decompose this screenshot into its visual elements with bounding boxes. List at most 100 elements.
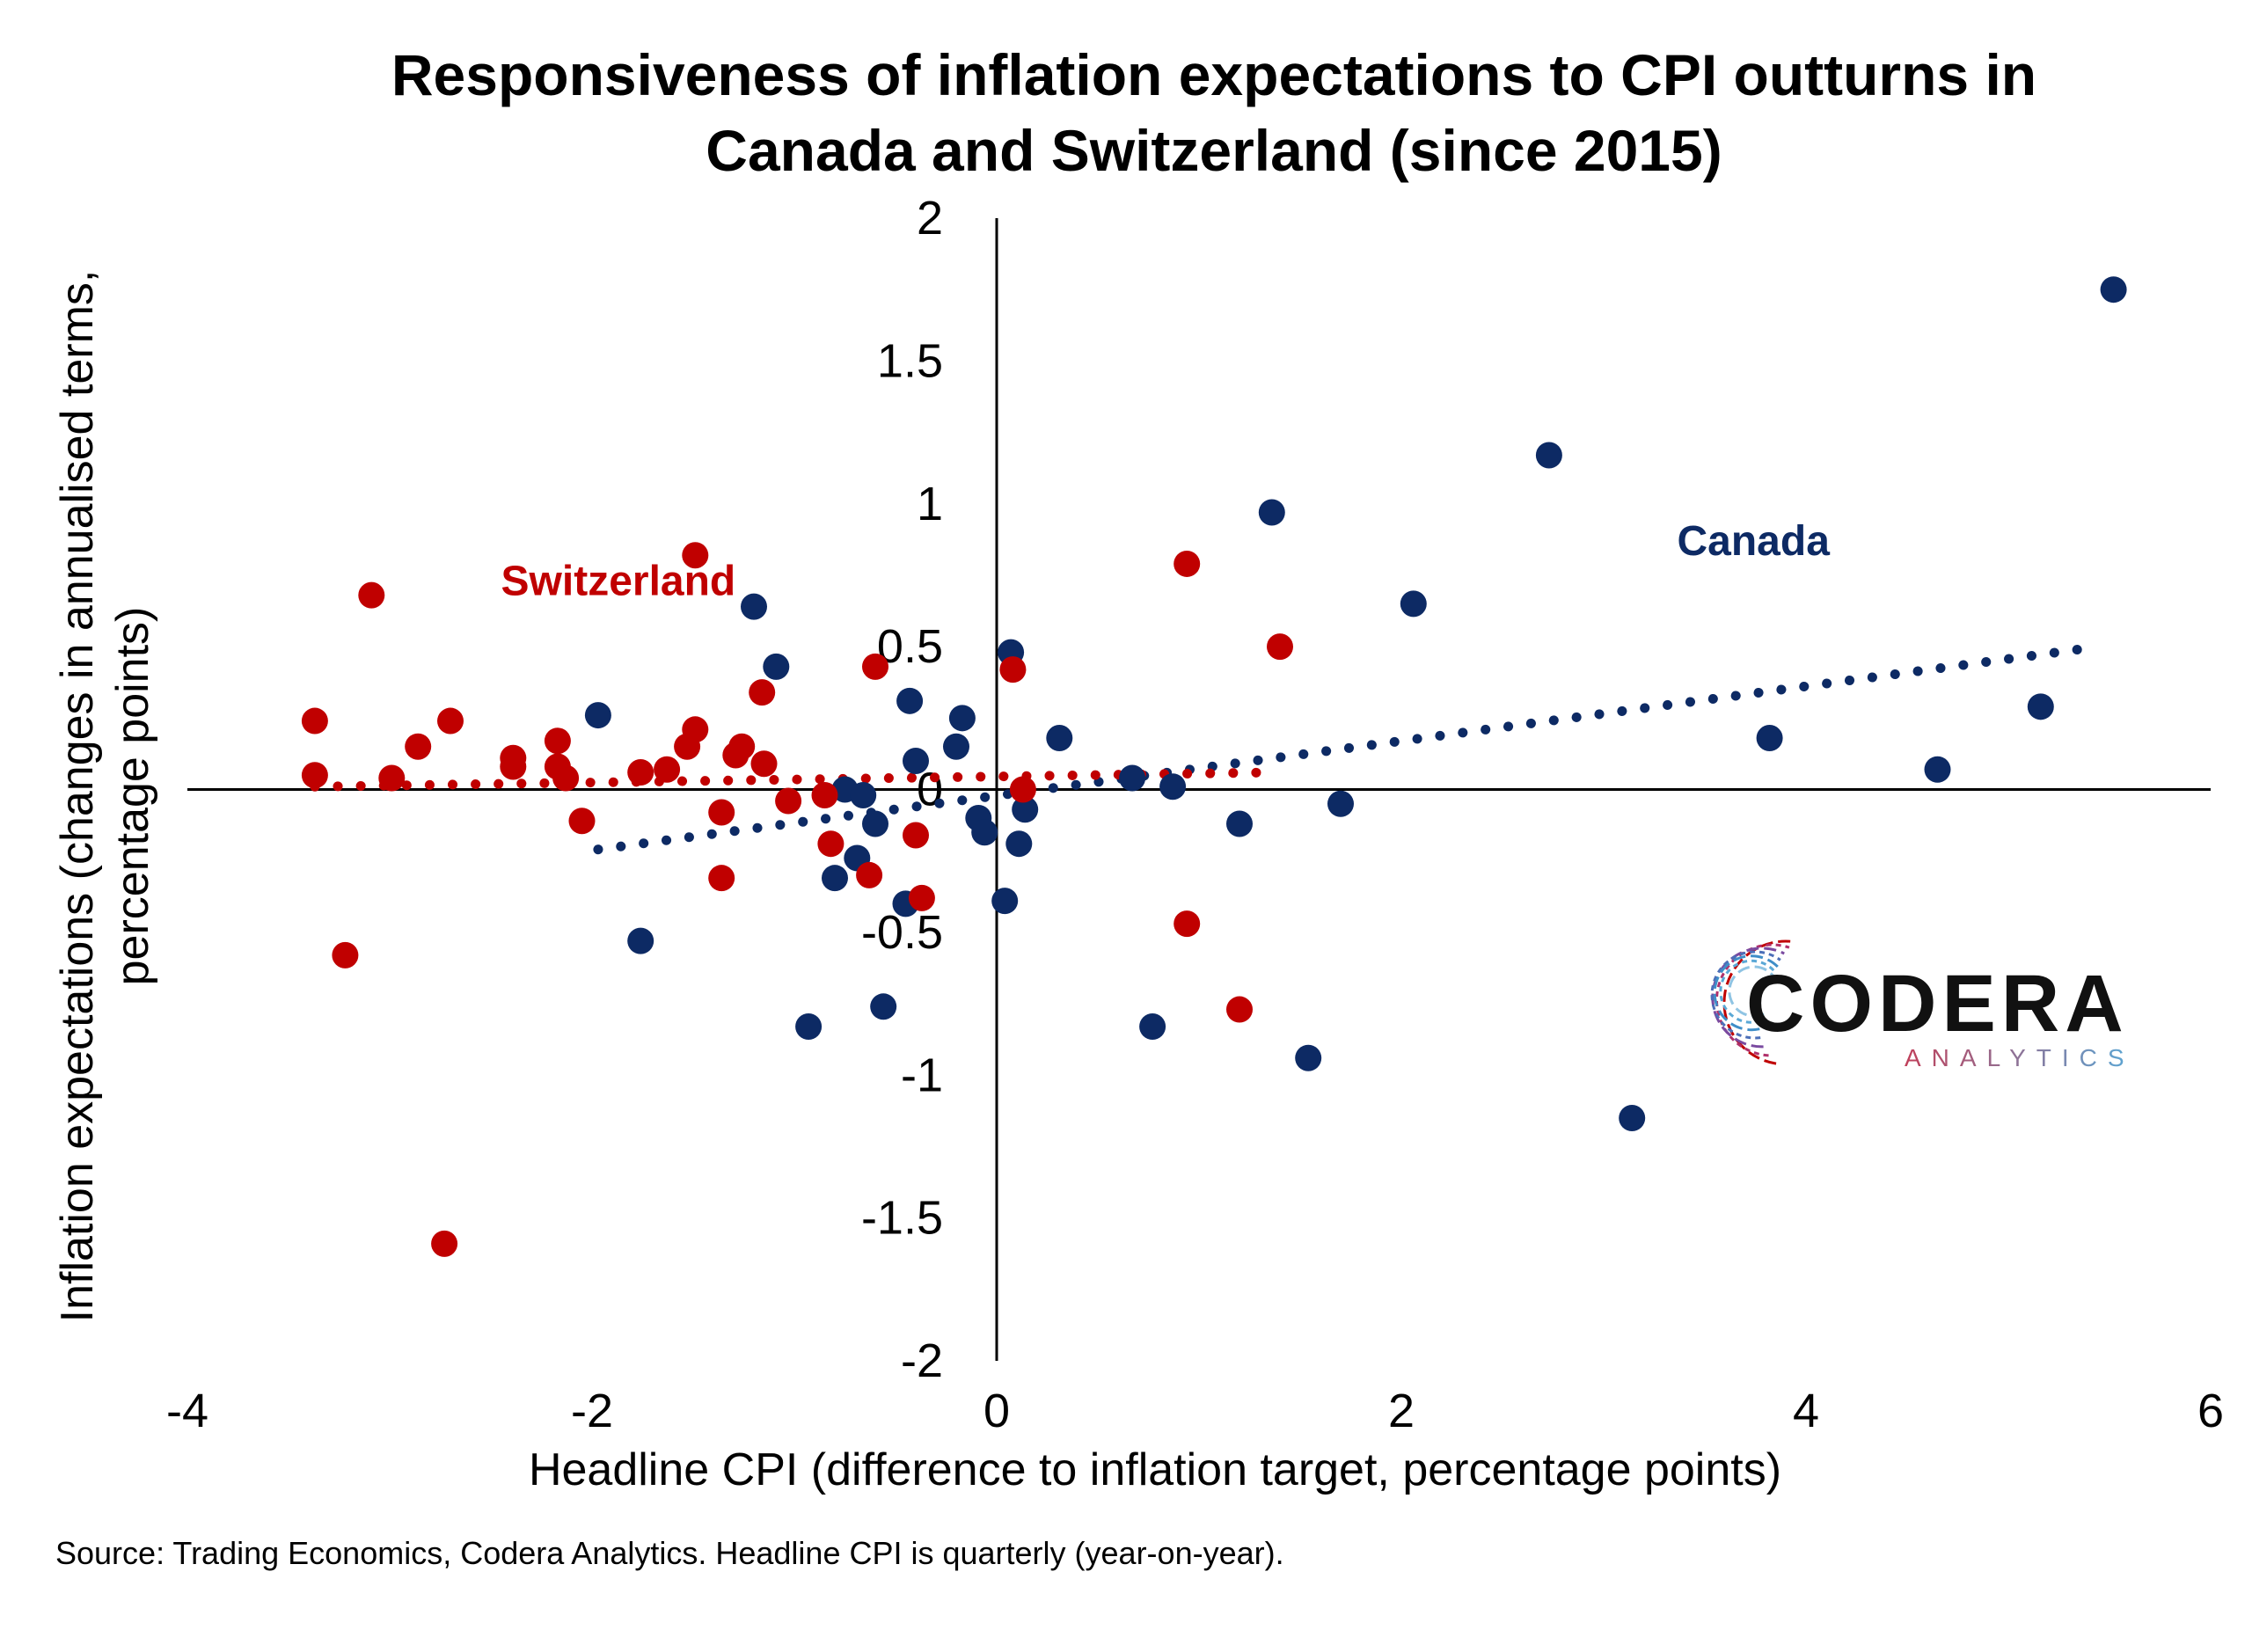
chart-title-line-1: Responsiveness of inflation expectations… — [391, 42, 2036, 107]
point-canada — [1535, 442, 1562, 469]
point-switzerland — [500, 753, 527, 780]
point-canada — [991, 888, 1019, 915]
source-note: Source: Trading Economics, Codera Analyt… — [55, 1535, 1284, 1571]
y-axis-label-line-1: Inflation expectations (changes in annua… — [52, 270, 103, 1323]
point-canada — [1226, 810, 1253, 837]
point-switzerland — [1174, 910, 1201, 938]
point-switzerland — [332, 941, 359, 969]
chart-axes — [187, 218, 2211, 1361]
point-canada — [850, 781, 877, 808]
y-tick-label: 1 — [917, 478, 943, 530]
point-switzerland — [856, 861, 883, 888]
point-canada — [627, 927, 654, 954]
point-canada — [896, 687, 924, 714]
point-canada — [1258, 499, 1285, 526]
point-canada — [2027, 693, 2054, 720]
logo-subtitle: ANALYTICS — [1905, 1044, 2135, 1071]
point-switzerland — [358, 581, 385, 609]
point-switzerland — [1226, 996, 1253, 1023]
point-switzerland — [674, 733, 701, 760]
point-switzerland — [682, 542, 709, 569]
point-switzerland — [708, 799, 735, 826]
point-canada — [1619, 1104, 1646, 1131]
data-points — [301, 276, 2127, 1257]
point-canada — [1159, 773, 1187, 800]
point-switzerland — [908, 884, 935, 911]
series-label-switzerland: Switzerland — [501, 558, 736, 604]
y-tick-label: 2 — [917, 192, 943, 245]
logo-ring-arc — [1713, 954, 1779, 1032]
y-tick-label: 1.5 — [877, 334, 943, 387]
point-canada — [822, 865, 848, 892]
chart-title: Responsiveness of inflation expectations… — [391, 42, 2036, 183]
point-switzerland — [749, 679, 776, 706]
point-switzerland — [627, 759, 654, 786]
point-canada — [862, 810, 888, 837]
point-switzerland — [1009, 776, 1036, 803]
point-canada — [1400, 590, 1427, 618]
point-switzerland — [1174, 550, 1201, 577]
source-text: Source: Trading Economics, Codera Analyt… — [55, 1535, 1284, 1571]
y-axis-label: Inflation expectations (changes in annua… — [52, 270, 158, 1323]
point-canada — [943, 733, 969, 760]
logo-ring-arc — [1728, 965, 1778, 1018]
series-annotations: Canada Switzerland — [501, 518, 1831, 604]
point-switzerland — [301, 762, 328, 789]
x-tick-label: -2 — [571, 1385, 613, 1437]
point-switzerland — [862, 653, 888, 680]
point-switzerland — [903, 822, 929, 849]
y-axis-label-line-2: percentage points) — [107, 607, 158, 986]
point-switzerland — [301, 707, 328, 735]
point-switzerland — [775, 787, 802, 815]
x-axis-label: Headline CPI (difference to inflation ta… — [529, 1444, 1781, 1495]
point-canada — [1139, 1013, 1166, 1041]
y-tick-label: -2 — [901, 1334, 943, 1387]
point-canada — [741, 593, 767, 620]
point-canada — [2100, 276, 2127, 303]
trendlines — [310, 641, 2104, 855]
point-switzerland — [378, 764, 406, 792]
point-canada — [1295, 1044, 1322, 1071]
x-tick-label: 2 — [1388, 1385, 1415, 1437]
point-switzerland — [405, 733, 432, 760]
point-canada — [1012, 796, 1039, 823]
tick-labels: -4 -2 0 2 4 6-2-1.5-1-0.500.511.52 — [166, 192, 2224, 1437]
point-switzerland — [1267, 633, 1293, 661]
point-canada — [1756, 725, 1783, 752]
trendline-switzerland — [310, 767, 1281, 792]
x-tick-label: 6 — [2197, 1385, 2224, 1437]
point-canada — [1046, 725, 1073, 752]
point-canada — [584, 702, 611, 729]
point-canada — [795, 1013, 823, 1041]
point-canada — [1005, 830, 1033, 858]
point-switzerland — [552, 764, 580, 792]
point-canada — [1924, 756, 1951, 783]
point-canada — [971, 819, 998, 846]
point-canada — [870, 993, 897, 1020]
point-switzerland — [437, 707, 464, 735]
trendline-canada — [593, 641, 2104, 855]
axis-labels: Headline CPI (difference to inflation ta… — [52, 270, 1781, 1495]
logo-ring-arc — [1710, 950, 1781, 1040]
point-switzerland — [750, 750, 778, 778]
point-switzerland — [999, 656, 1027, 683]
point-switzerland — [811, 781, 838, 808]
point-switzerland — [544, 727, 571, 755]
logo-ring-arc — [1719, 959, 1778, 1024]
series-label-canada: Canada — [1678, 518, 1831, 565]
point-switzerland — [568, 808, 596, 835]
point-canada — [1327, 790, 1354, 817]
x-tick-label: -4 — [166, 1385, 208, 1437]
point-canada — [903, 748, 929, 775]
point-switzerland — [722, 742, 749, 769]
logo-ring-icon — [1710, 939, 1796, 1065]
x-tick-label: 0 — [983, 1385, 1010, 1437]
point-switzerland — [654, 756, 681, 783]
point-switzerland — [708, 865, 735, 892]
logo-wordmark: CODERA — [1746, 959, 2129, 1049]
point-switzerland — [817, 830, 844, 858]
point-canada — [948, 705, 976, 732]
